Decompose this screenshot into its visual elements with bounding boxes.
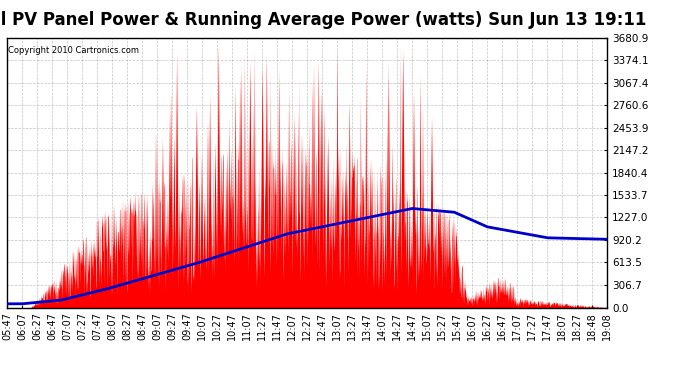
- Text: Total PV Panel Power & Running Average Power (watts) Sun Jun 13 19:11: Total PV Panel Power & Running Average P…: [0, 11, 647, 29]
- Text: Copyright 2010 Cartronics.com: Copyright 2010 Cartronics.com: [8, 46, 139, 55]
